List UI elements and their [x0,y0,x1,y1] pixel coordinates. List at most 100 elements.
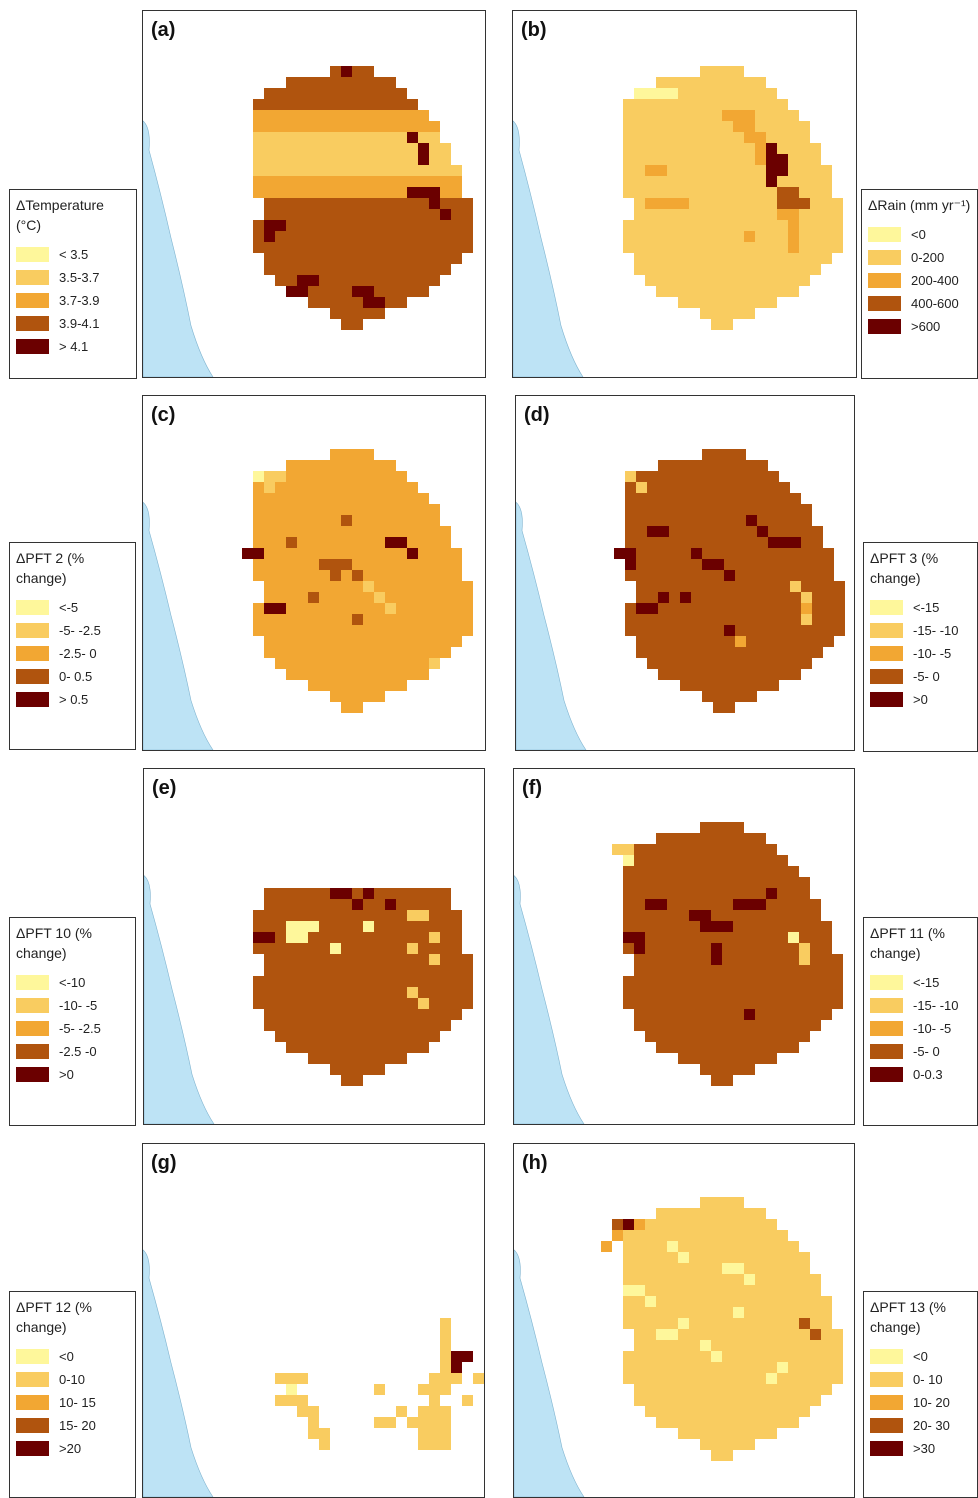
grid-cell [711,1307,722,1318]
grid-cell [253,559,264,570]
grid-cell [711,1042,722,1053]
grid-cell [396,888,407,899]
grid-cell [647,614,658,625]
grid-cell [297,592,308,603]
grid-cell [810,1009,821,1020]
grid-cell [766,1362,777,1373]
grid-cell [711,143,722,154]
grid-cell [656,143,667,154]
grid-cell [766,998,777,1009]
grid-cell [799,1362,810,1373]
grid-cell [678,1296,689,1307]
grid-cell [407,231,418,242]
grid-cell [341,253,352,264]
grid-cell [319,614,330,625]
grid-cell [689,253,700,264]
grid-cell [319,1428,330,1439]
grid-cell [352,976,363,987]
grid-cell [341,165,352,176]
grid-cell [689,855,700,866]
map-panel-g: (g) [142,1143,485,1498]
grid-cell [779,559,790,570]
grid-cell [799,1406,810,1417]
grid-cell [385,1009,396,1020]
grid-cell [722,965,733,976]
grid-cell [755,1340,766,1351]
grid-cell [440,581,451,592]
grid-cell [634,198,645,209]
grid-cell [700,1439,711,1450]
grid-cell [733,844,744,855]
grid-cell [645,1230,656,1241]
grid-cell [286,1031,297,1042]
grid-cell [746,504,757,515]
grid-cell [713,449,724,460]
grid-cell [678,921,689,932]
grid-cell [689,220,700,231]
legend-swatch [870,623,903,638]
grid-cell [385,592,396,603]
grid-cell [636,570,647,581]
grid-cell [418,504,429,515]
grid-cell [440,614,451,625]
grid-cell [462,209,473,220]
grid-cell [264,515,275,526]
grid-cell [656,965,667,976]
grid-cell [755,976,766,987]
grid-cell [801,625,812,636]
grid-cell [678,121,689,132]
grid-cell [667,1395,678,1406]
grid-cell [711,308,722,319]
grid-cell [667,1230,678,1241]
grid-cell [308,515,319,526]
grid-cell [779,548,790,559]
grid-cell [297,954,308,965]
grid-cell [407,647,418,658]
grid-cell [264,482,275,493]
grid-cell [451,231,462,242]
grid-cell [722,866,733,877]
grid-cell [363,1053,374,1064]
grid-cell [788,1241,799,1252]
grid-cell [385,976,396,987]
grid-cell [451,921,462,932]
grid-cell [352,165,363,176]
grid-cell [645,1252,656,1263]
grid-cell [755,297,766,308]
grid-cell [700,1053,711,1064]
grid-cell [341,121,352,132]
grid-cell [396,943,407,954]
grid-cell [788,231,799,242]
map-g [143,1249,484,1497]
grid-cell [623,1241,634,1252]
grid-cell [330,264,341,275]
grid-cell [319,1053,330,1064]
grid-cell [777,921,788,932]
grid-cell [319,165,330,176]
grid-cell [711,1219,722,1230]
grid-cell [396,548,407,559]
grid-cell [634,1252,645,1263]
grid-cell [722,877,733,888]
grid-cell [810,987,821,998]
grid-cell [418,1417,429,1428]
panel-label-c: (c) [151,404,176,426]
grid-cell [286,493,297,504]
grid-cell [429,504,440,515]
grid-cell [308,647,319,658]
grid-cell [689,88,700,99]
grid-cell [722,231,733,242]
grid-cell [341,647,352,658]
grid-cell [711,965,722,976]
grid-cell [374,976,385,987]
grid-cell [440,943,451,954]
grid-cell [407,658,418,669]
grid-cell [724,559,735,570]
grid-cell [341,1075,352,1086]
grid-cell [667,165,678,176]
legend-swatch [868,227,901,242]
ocean [514,1249,585,1497]
grid-cell [744,844,755,855]
grid-cell [689,1274,700,1285]
grid-cell [722,1362,733,1373]
